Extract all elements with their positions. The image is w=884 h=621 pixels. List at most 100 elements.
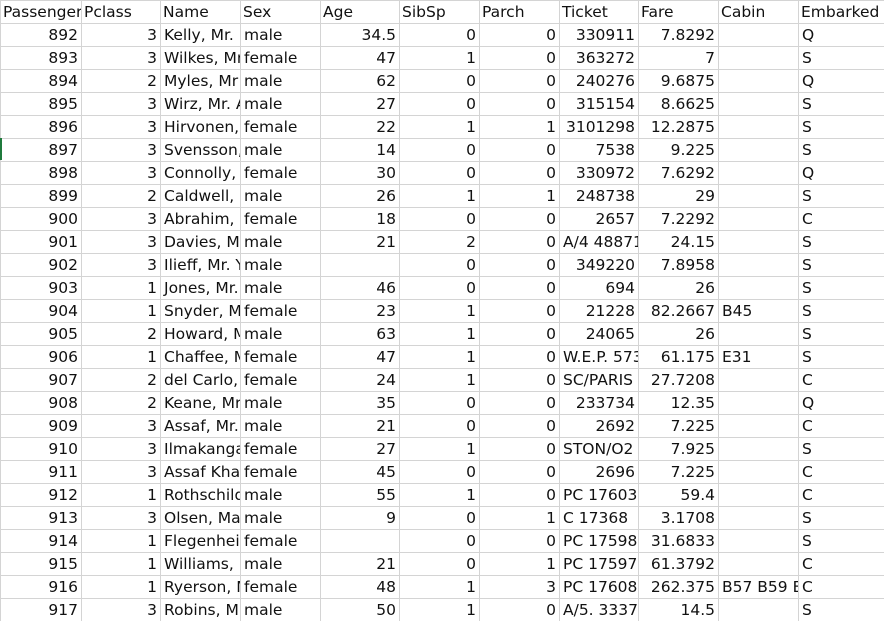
cell-fare[interactable]: 9.225 [638, 138, 719, 162]
cell-fare[interactable]: 7.2292 [638, 207, 719, 231]
cell-ticket[interactable]: W.E.P. 573 [559, 345, 639, 369]
cell-ticket[interactable]: PC 17603 [559, 483, 639, 507]
cell-embarked[interactable]: S [798, 184, 884, 208]
cell-sibsp[interactable]: 1 [399, 575, 480, 599]
cell-age[interactable]: 21 [320, 230, 400, 254]
cell-sibsp[interactable]: 0 [399, 506, 480, 530]
cell-parch[interactable]: 0 [479, 69, 560, 93]
cell-embarked[interactable]: Q [798, 161, 884, 185]
cell-passengerid[interactable]: 897 [0, 138, 82, 162]
cell-embarked[interactable]: C [798, 575, 884, 599]
cell-sibsp[interactable]: 0 [399, 414, 480, 438]
cell-cabin[interactable] [718, 230, 799, 254]
cell-sex[interactable]: male [240, 414, 321, 438]
cell-pclass[interactable]: 1 [81, 345, 161, 369]
cell-sex[interactable]: male [240, 391, 321, 415]
header-cell-sex[interactable]: Sex [240, 0, 321, 24]
cell-parch[interactable]: 1 [479, 552, 560, 576]
cell-cabin[interactable] [718, 69, 799, 93]
cell-pclass[interactable]: 3 [81, 460, 161, 484]
cell-ticket[interactable]: 330911 [559, 23, 639, 47]
cell-fare[interactable]: 26 [638, 322, 719, 346]
header-cell-pclass[interactable]: Pclass [81, 0, 161, 24]
cell-sex[interactable]: male [240, 598, 321, 621]
cell-ticket[interactable]: 2692 [559, 414, 639, 438]
cell-cabin[interactable] [718, 276, 799, 300]
cell-pclass[interactable]: 2 [81, 184, 161, 208]
header-cell-name[interactable]: Name [160, 0, 241, 24]
cell-cabin[interactable] [718, 92, 799, 116]
cell-sex[interactable]: female [240, 437, 321, 461]
cell-parch[interactable]: 3 [479, 575, 560, 599]
cell-name[interactable]: Wilkes, Mr [160, 46, 241, 70]
cell-age[interactable] [320, 253, 400, 277]
cell-parch[interactable]: 0 [479, 345, 560, 369]
cell-ticket[interactable]: 330972 [559, 161, 639, 185]
cell-ticket[interactable]: 2696 [559, 460, 639, 484]
cell-age[interactable]: 55 [320, 483, 400, 507]
cell-name[interactable]: Connolly, [160, 161, 241, 185]
cell-sex[interactable]: male [240, 483, 321, 507]
cell-passengerid[interactable]: 906 [0, 345, 82, 369]
cell-name[interactable]: Kelly, Mr. [160, 23, 241, 47]
cell-name[interactable]: Caldwell, M [160, 184, 241, 208]
cell-pclass[interactable]: 3 [81, 598, 161, 621]
cell-cabin[interactable] [718, 437, 799, 461]
cell-pclass[interactable]: 2 [81, 391, 161, 415]
cell-age[interactable]: 63 [320, 322, 400, 346]
cell-cabin[interactable]: E31 [718, 345, 799, 369]
cell-sex[interactable]: female [240, 345, 321, 369]
cell-ticket[interactable]: 363272 [559, 46, 639, 70]
cell-fare[interactable]: 14.5 [638, 598, 719, 621]
cell-name[interactable]: Davies, M [160, 230, 241, 254]
cell-age[interactable]: 34.5 [320, 23, 400, 47]
cell-passengerid[interactable]: 909 [0, 414, 82, 438]
cell-embarked[interactable]: S [798, 276, 884, 300]
cell-sibsp[interactable]: 1 [399, 322, 480, 346]
cell-sibsp[interactable]: 0 [399, 552, 480, 576]
cell-cabin[interactable] [718, 368, 799, 392]
cell-parch[interactable]: 0 [479, 598, 560, 621]
cell-fare[interactable]: 59.4 [638, 483, 719, 507]
cell-sex[interactable]: female [240, 575, 321, 599]
cell-cabin[interactable] [718, 138, 799, 162]
cell-sex[interactable]: female [240, 299, 321, 323]
cell-age[interactable]: 22 [320, 115, 400, 139]
cell-sibsp[interactable]: 1 [399, 483, 480, 507]
cell-parch[interactable]: 0 [479, 23, 560, 47]
cell-parch[interactable]: 0 [479, 230, 560, 254]
cell-sex[interactable]: male [240, 552, 321, 576]
cell-age[interactable]: 46 [320, 276, 400, 300]
cell-sex[interactable]: male [240, 506, 321, 530]
header-cell-passengerid[interactable]: Passenger [0, 0, 82, 24]
cell-ticket[interactable]: 694 [559, 276, 639, 300]
cell-passengerid[interactable]: 917 [0, 598, 82, 621]
cell-ticket[interactable]: 24065 [559, 322, 639, 346]
cell-sex[interactable]: male [240, 23, 321, 47]
cell-name[interactable]: Assaf, Mr. [160, 414, 241, 438]
cell-age[interactable]: 50 [320, 598, 400, 621]
cell-embarked[interactable]: C [798, 460, 884, 484]
cell-name[interactable]: Ilieff, Mr. Y [160, 253, 241, 277]
cell-fare[interactable]: 7.8292 [638, 23, 719, 47]
cell-age[interactable]: 9 [320, 506, 400, 530]
cell-fare[interactable]: 7 [638, 46, 719, 70]
cell-sex[interactable]: male [240, 276, 321, 300]
cell-sibsp[interactable]: 1 [399, 437, 480, 461]
cell-sex[interactable]: male [240, 92, 321, 116]
cell-passengerid[interactable]: 904 [0, 299, 82, 323]
cell-pclass[interactable]: 3 [81, 437, 161, 461]
cell-sibsp[interactable]: 0 [399, 69, 480, 93]
cell-ticket[interactable]: 7538 [559, 138, 639, 162]
cell-cabin[interactable] [718, 506, 799, 530]
cell-age[interactable]: 24 [320, 368, 400, 392]
cell-embarked[interactable]: Q [798, 69, 884, 93]
cell-pclass[interactable]: 3 [81, 23, 161, 47]
cell-cabin[interactable] [718, 161, 799, 185]
cell-age[interactable]: 27 [320, 92, 400, 116]
cell-embarked[interactable]: C [798, 368, 884, 392]
cell-cabin[interactable] [718, 552, 799, 576]
cell-passengerid[interactable]: 911 [0, 460, 82, 484]
cell-sibsp[interactable]: 1 [399, 184, 480, 208]
cell-sex[interactable]: male [240, 253, 321, 277]
